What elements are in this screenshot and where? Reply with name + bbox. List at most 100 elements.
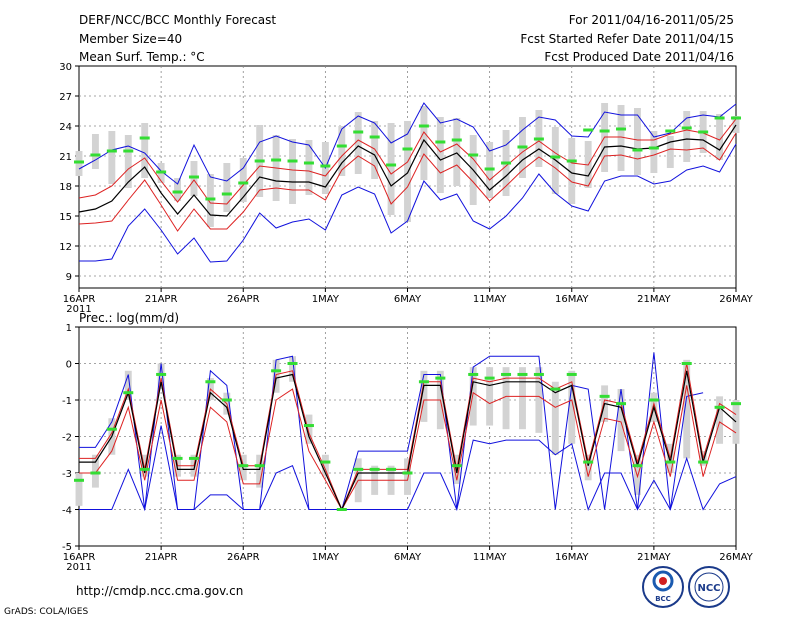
spread-box — [404, 458, 411, 495]
spread-box — [174, 178, 181, 201]
x-tick-label: 16MAY — [555, 294, 589, 305]
spread-box — [420, 370, 428, 422]
spread-box — [617, 389, 625, 452]
spread-box — [321, 454, 329, 477]
x-tick-label: 16APR — [63, 294, 96, 305]
series-inner-upper — [79, 363, 737, 511]
spread-box — [469, 367, 477, 426]
spread-box — [535, 367, 543, 433]
x-tick-label: 26APR — [227, 294, 260, 305]
spread-box — [732, 116, 740, 133]
spread-box — [75, 473, 83, 506]
spread-box — [256, 454, 264, 488]
x-tick-label: 26MAY — [719, 552, 753, 563]
x-tick-label: 21MAY — [637, 552, 671, 563]
spread-box — [519, 367, 526, 430]
y-tick-label: 9 — [66, 272, 72, 283]
x-tick-label: 1MAY — [312, 294, 340, 305]
y-tick-label: -4 — [62, 506, 72, 517]
series-inner-lower — [79, 385, 737, 511]
x-year-label: 2011 — [66, 304, 91, 315]
x-tick-label: 21APR — [145, 294, 178, 305]
panel1-title: Mean Surf. Temp.: °C — [79, 50, 205, 64]
spread-box — [436, 117, 444, 193]
y-tick-label: 18 — [59, 182, 72, 193]
series-upper-envelope — [79, 143, 737, 263]
spread-box — [666, 136, 674, 168]
spread-box — [502, 367, 510, 430]
x-year-label: 2011 — [66, 562, 91, 573]
spread-box — [223, 163, 231, 212]
y-tick-label: 0 — [66, 360, 72, 371]
series-lower-envelope — [78, 102, 737, 185]
spread-box — [108, 131, 116, 184]
bcc-logo: BCC — [642, 566, 684, 608]
series-lower-envelope — [79, 425, 737, 512]
chart-title: DERF/NCC/BCC Monthly Forecast — [79, 13, 276, 27]
y-tick-label: 30 — [59, 62, 72, 73]
y-tick-label: 12 — [59, 242, 72, 253]
y-tick-label: 1 — [66, 323, 72, 334]
forecast-period: For 2011/04/16-2011/05/25 — [569, 13, 734, 27]
x-tick-label: 21MAY — [637, 294, 671, 305]
source-url[interactable]: http://cmdp.ncc.cma.gov.cn — [76, 584, 243, 598]
spread-box — [551, 381, 559, 455]
spread-box — [338, 126, 346, 176]
series-inner-lower — [78, 118, 737, 205]
x-tick-label: 6MAY — [394, 294, 422, 305]
y-tick-label: -5 — [62, 542, 72, 553]
y-tick-label: 24 — [59, 122, 72, 133]
panel2-title: Prec.: log(mm/d) — [79, 311, 179, 325]
spread-box — [486, 367, 494, 426]
spread-box — [404, 121, 411, 222]
x-tick-label: 6MAY — [394, 552, 422, 563]
bcc-logo-text: BCC — [655, 595, 671, 603]
spread-box — [91, 134, 99, 169]
produced-date: Fcst Produced Date 2011/04/16 — [544, 50, 734, 64]
spread-box — [124, 135, 132, 188]
spread-box — [453, 118, 461, 186]
started-refer-date: Fcst Started Refer Date 2011/04/15 — [520, 32, 734, 46]
spread-box — [387, 123, 395, 215]
series-inner-upper — [78, 132, 737, 232]
spread-box — [716, 396, 724, 444]
spread-box — [584, 454, 592, 481]
y-tick-label: -1 — [62, 396, 72, 407]
member-size: Member Size=40 — [79, 32, 182, 46]
spread-box — [289, 356, 296, 382]
y-tick-label: -2 — [62, 433, 72, 444]
spread-box — [568, 138, 576, 204]
spread-box — [683, 359, 691, 459]
precipitation-panel: -5 -4 -3 -2 -1 0 1 16APR 21APR 26APR 1MAY 6MAY 11MAY… — [62, 323, 754, 573]
x-tick-label: 26MAY — [719, 294, 753, 305]
spread-box — [141, 123, 149, 178]
ncc-logo: NCC — [688, 566, 730, 608]
series-ensemble-mean — [78, 124, 737, 217]
spread-box — [157, 363, 165, 390]
y-tick-label: 15 — [59, 212, 72, 223]
y-tick-label: -3 — [62, 469, 72, 480]
x-tick-label: 1MAY — [312, 552, 340, 563]
spread-box — [354, 112, 362, 174]
y-tick-label: 21 — [59, 152, 72, 163]
spread-box — [141, 454, 149, 477]
spread-box — [617, 105, 625, 171]
x-tick-label: 21APR — [145, 552, 178, 563]
spread-box — [568, 370, 576, 444]
spread-box — [650, 131, 658, 173]
x-tick-label: 11MAY — [473, 552, 507, 563]
spread-box — [683, 111, 691, 162]
x-tick-label: 16APR — [63, 552, 96, 563]
x-tick-label: 16MAY — [555, 552, 589, 563]
y-tick-label: 27 — [59, 92, 72, 103]
spread-box — [305, 140, 313, 195]
spread-box — [420, 106, 428, 180]
spread-box — [289, 139, 296, 204]
spread-box — [305, 414, 313, 444]
ncc-logo-text: NCC — [697, 583, 720, 594]
temperature-panel: 9 12 15 18 21 24 27 30 16APR 21APR 26APR 1MAY 6MAY 11… — [59, 62, 753, 315]
x-tick-label: 26APR — [227, 552, 260, 563]
spread-box — [371, 121, 379, 179]
grads-credit: GrADS: COLA/IGES — [4, 607, 88, 617]
